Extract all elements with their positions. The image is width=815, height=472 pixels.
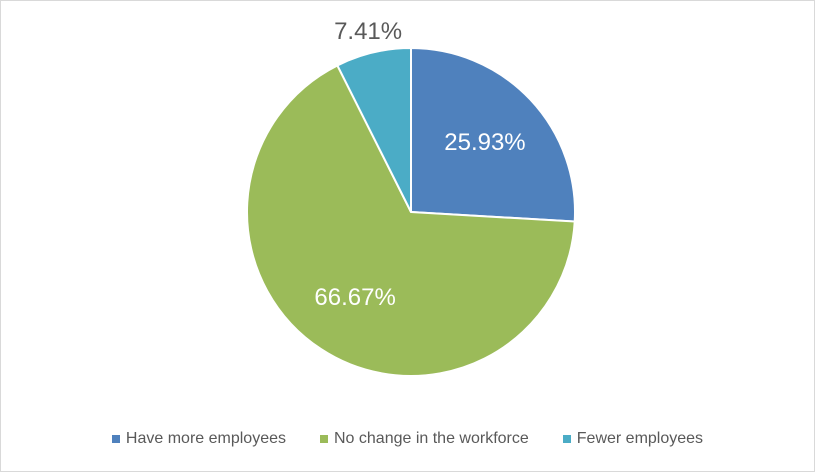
- legend-label: Have more employees: [125, 430, 286, 447]
- legend-swatch: [111, 435, 120, 443]
- legend-swatch: [320, 435, 328, 443]
- pie-slice: [410, 46, 576, 223]
- data-label: 66.67%: [314, 284, 395, 311]
- pie-slice: [336, 46, 412, 213]
- data-label: 7.41%: [334, 18, 402, 45]
- legend-swatch: [562, 435, 571, 443]
- data-label: 25.93%: [444, 129, 525, 156]
- legend-item: No change in the workforce: [320, 430, 529, 448]
- legend-item: Have more employees: [111, 430, 286, 448]
- legend-label: Fewer employees: [576, 430, 704, 447]
- legend: Have more employees No change in the wor…: [0, 430, 815, 448]
- legend-label: No change in the workforce: [334, 430, 529, 447]
- legend-item: Fewer employees: [562, 430, 704, 448]
- pie-slice: [246, 64, 576, 377]
